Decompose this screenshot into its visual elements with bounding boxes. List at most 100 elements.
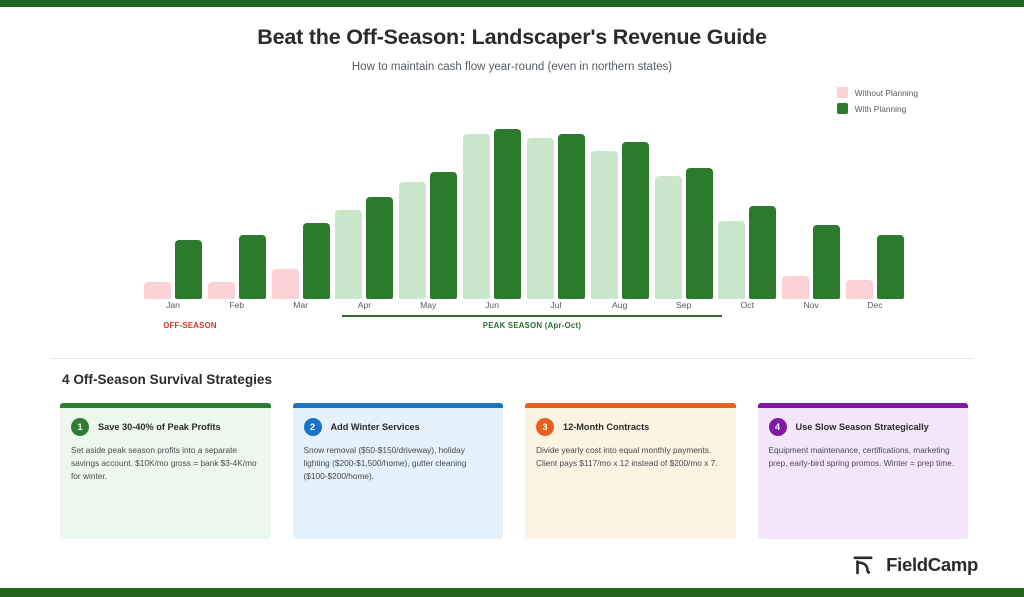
bottom-green-band [0,588,1024,597]
revenue-bar-chart: Without Planning With Planning Jan Feb Mar… [0,87,1024,342]
bar-without-planning-mar [271,269,299,299]
x-tick-nov: Nov [803,300,819,310]
bar-group-sep [654,87,713,299]
x-tick-oct: Oct [740,300,754,310]
card-title: Use Slow Season Strategically [795,422,929,432]
legend-swatch-with-planning [836,103,848,114]
page-subtitle: How to maintain cash flow year-round (ev… [351,61,673,73]
bar-without-planning-may [399,182,427,299]
bar-group-oct [718,87,777,299]
season-annotations: OFF-SEASON PEAK SEASON (Apr-Oct) [0,315,1024,345]
bar-group-nov [782,87,841,299]
section-divider [50,358,974,359]
bar-group-jul [526,87,585,299]
x-tick-may: May [420,300,437,310]
bar-with-planning-jun [494,129,522,299]
bar-without-planning-apr [335,209,363,299]
card-description: Set aside peak season profits into a sep… [71,445,257,482]
bar-without-planning-jun [463,133,491,299]
bar-with-planning-apr [366,197,394,299]
x-tick-jun: Jun [485,300,499,310]
card-description: Snow removal ($50-$150/driveway), holida… [303,445,467,482]
bar-group-aug [590,87,649,299]
strategy-cards: 1 Save 30-40% of Peak Profits Set aside pe… [60,403,968,539]
legend-label-with-planning: With Planning [854,103,907,114]
bar-without-planning-jul [526,137,554,299]
bar-group-apr [335,87,394,299]
card-title: Save 30-40% of Peak Profits [98,422,221,432]
bar-with-planning-nov [813,224,841,299]
card-title: Add Winter Services [330,422,420,432]
card-title-row: 3 12-Month Contracts [536,418,725,436]
brand-name: FieldCamp [886,554,978,575]
legend-item-with-planning: With Planning [836,103,918,114]
legend-label-without-planning: Without Planning [854,87,918,98]
x-tick-jul: Jul [550,300,562,310]
strategy-card-1[interactable]: 1 Save 30-40% of Peak Profits Set aside pe… [60,403,271,539]
peak-season-underline [342,315,722,317]
x-tick-jan: Jan [166,300,180,310]
bar-group-dec [845,87,904,299]
x-tick-feb: Feb [229,300,245,310]
card-accent-bar [525,403,736,408]
card-title-row: 1 Save 30-40% of Peak Profits [71,418,260,436]
card-title-row: 2 Add Winter Services [303,418,493,436]
bar-group-jan [144,87,202,299]
card-title-row: 4 Use Slow Season Strategically [768,418,958,436]
legend-item-without-planning: Without Planning [836,87,918,98]
card-number-badge: 4 [768,418,787,436]
x-tick-aug: Aug [612,300,628,310]
off-season-label: OFF-SEASON [163,321,217,330]
fieldcamp-logo-icon [851,552,877,578]
chart-plot-area [0,87,1024,299]
bar-with-planning-jan [175,239,202,299]
bar-without-planning-feb [207,282,235,299]
card-accent-bar [60,403,271,408]
card-number-badge: 2 [303,418,322,436]
card-accent-bar [292,403,503,408]
content-area: Beat the Off-Season: Landscaper's Revenu… [0,7,1024,588]
bar-group-mar [271,87,330,299]
bar-without-planning-sep [654,176,682,299]
x-tick-apr: Apr [357,300,372,310]
bar-without-planning-jan [144,282,171,299]
bar-with-planning-feb [238,235,266,299]
chart-legend: Without Planning With Planning [836,87,918,114]
x-tick-sep: Sep [675,300,692,310]
bar-groups [144,87,904,299]
peak-season-label: PEAK SEASON (Apr-Oct) [482,321,582,330]
bar-group-jun [463,87,522,299]
card-body: 4 Use Slow Season Strategically Equipment … [758,408,969,539]
card-description: Equipment maintenance, certifications, m… [768,445,955,469]
bar-without-planning-aug [590,150,618,299]
x-tick-dec: Dec [867,300,883,310]
bar-with-planning-oct [749,205,777,299]
card-number-badge: 3 [536,418,554,436]
card-body: 3 12-Month Contracts Divide yearly cost in… [525,408,736,539]
bar-with-planning-sep [685,167,713,299]
strategies-heading: 4 Off-Season Survival Strategies [62,372,273,387]
chart-x-axis: Jan Feb Mar Apr May Jun Jul Aug Sep Oct Nov Dec [144,300,904,310]
legend-swatch-without-planning [836,87,848,98]
card-title: 12-Month Contracts [563,422,650,432]
brand-logo: FieldCamp [851,552,978,578]
x-tick-mar: Mar [293,300,309,310]
bar-with-planning-mar [302,222,330,299]
top-green-band [0,0,1024,7]
card-body: 2 Add Winter Services Snow removal ($50-$1… [293,408,504,539]
card-number-badge: 1 [71,418,89,436]
bar-group-feb [207,87,266,299]
strategy-card-4[interactable]: 4 Use Slow Season Strategically Equipment … [757,403,969,539]
page-title: Beat the Off-Season: Landscaper's Revenu… [257,25,767,49]
bar-without-planning-dec [845,279,873,299]
strategy-card-3[interactable]: 3 12-Month Contracts Divide yearly cost in… [525,403,736,539]
strategy-card-2[interactable]: 2 Add Winter Services Snow removal ($50-$1… [292,403,504,539]
bar-with-planning-jul [557,133,585,299]
bar-with-planning-may [430,171,458,299]
header: Beat the Off-Season: Landscaper's Revenu… [0,7,1024,73]
card-accent-bar [757,403,968,408]
bar-with-planning-aug [621,142,649,299]
card-description: Divide yearly cost into equal monthly pa… [536,445,718,469]
bar-group-may [399,87,458,299]
